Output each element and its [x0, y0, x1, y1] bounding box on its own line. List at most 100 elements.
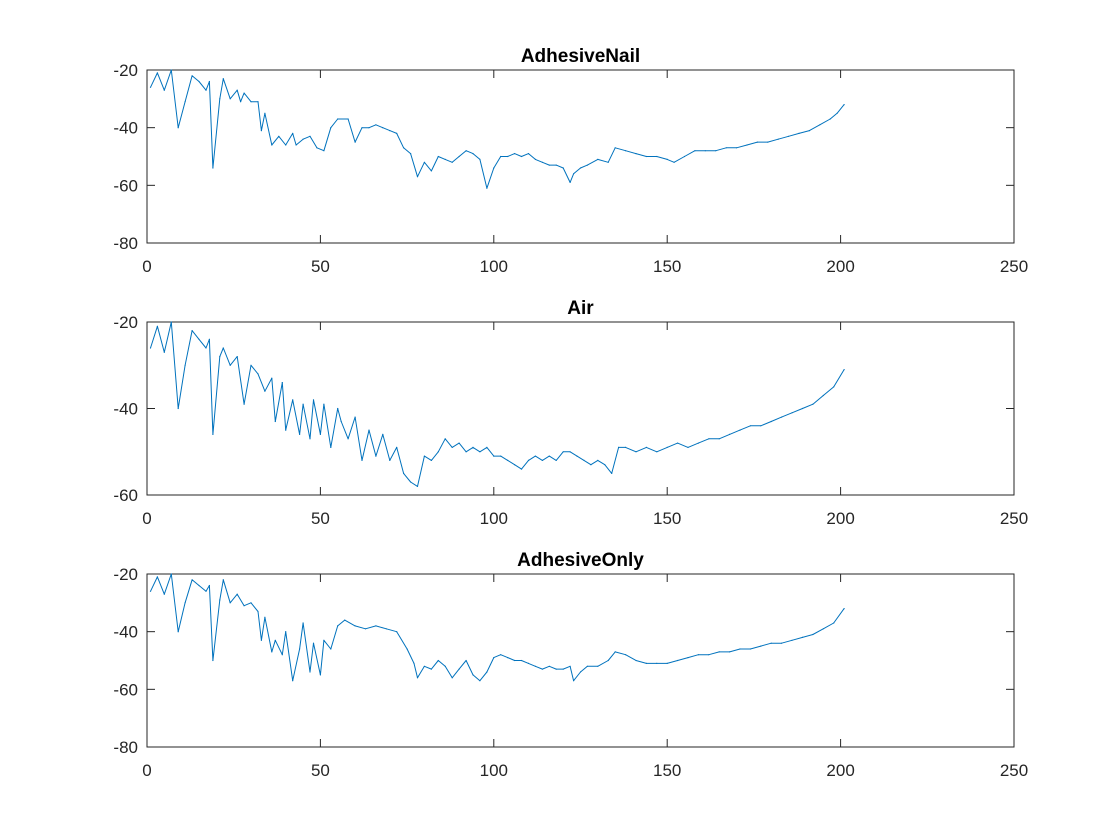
- data-point: [801, 636, 804, 639]
- data-point: [527, 153, 530, 155]
- data-point: [257, 373, 259, 375]
- data-point: [354, 625, 356, 627]
- data-point: [236, 89, 238, 91]
- data-point: [573, 680, 575, 682]
- data-point: [586, 164, 589, 166]
- data-point: [309, 438, 311, 440]
- data-point: [656, 451, 658, 453]
- data-point: [555, 668, 557, 670]
- data-point: [302, 622, 304, 624]
- data-point: [555, 164, 557, 166]
- data-point: [260, 639, 262, 641]
- data-point: [534, 158, 537, 160]
- data-point: [760, 425, 762, 427]
- data-point: [579, 167, 582, 169]
- data-point: [729, 433, 731, 435]
- data-point: [354, 416, 356, 418]
- data-point: [368, 127, 370, 129]
- data-point: [514, 659, 516, 662]
- data-point: [704, 150, 706, 152]
- data-point: [514, 464, 516, 466]
- data-point: [569, 665, 571, 667]
- data-point: [756, 141, 759, 143]
- data-point: [410, 481, 412, 483]
- data-point: [635, 153, 637, 155]
- data-point: [285, 144, 287, 146]
- data-point: [520, 659, 523, 662]
- data-point: [791, 639, 793, 641]
- data-point: [708, 654, 710, 656]
- data-point: [281, 382, 283, 384]
- series-line: [150, 573, 845, 682]
- data-point: [423, 665, 425, 667]
- y-tick-label: -40: [113, 400, 138, 419]
- data-point: [666, 158, 668, 160]
- data-point: [739, 648, 741, 650]
- data-point: [229, 364, 231, 366]
- data-point: [264, 390, 266, 392]
- data-point: [625, 150, 627, 152]
- data-point: [569, 451, 571, 453]
- data-point: [344, 619, 346, 621]
- data-point: [573, 173, 575, 175]
- data-point: [222, 347, 224, 349]
- data-point: [361, 459, 363, 461]
- data-point: [416, 485, 419, 487]
- data-point: [451, 446, 453, 448]
- data-point: [500, 155, 502, 158]
- x-tick-label: 250: [1000, 761, 1028, 780]
- series-line: [150, 321, 845, 487]
- data-point: [611, 472, 613, 474]
- data-point: [264, 112, 266, 114]
- x-tick-label: 200: [826, 509, 854, 528]
- data-point: [562, 451, 564, 453]
- data-point: [337, 118, 339, 120]
- x-tick-label: 100: [480, 509, 508, 528]
- data-point: [833, 622, 835, 624]
- data-point: [614, 147, 616, 149]
- data-point: [198, 338, 200, 340]
- data-point: [184, 364, 186, 366]
- data-point: [330, 648, 332, 650]
- data-point: [389, 459, 391, 461]
- data-point: [465, 659, 467, 662]
- data-point: [625, 446, 627, 448]
- data-point: [375, 124, 377, 126]
- data-point: [822, 394, 824, 397]
- data-point: [597, 158, 599, 160]
- data-point: [163, 89, 165, 91]
- data-point: [410, 153, 412, 155]
- data-point: [281, 654, 283, 656]
- x-tick-label: 50: [311, 761, 330, 780]
- data-point: [579, 671, 582, 673]
- y-tick-label: -40: [113, 623, 138, 642]
- plot-title: AdhesiveOnly: [517, 550, 644, 571]
- plot-area-frame: [146, 321, 1015, 496]
- data-point: [385, 628, 387, 630]
- plot-area-frame: [146, 69, 1015, 244]
- data-point: [156, 576, 158, 578]
- data-point: [368, 429, 370, 431]
- data-point: [205, 89, 207, 91]
- data-point: [337, 407, 339, 410]
- data-point: [555, 459, 557, 461]
- y-tick-label: -60: [113, 680, 138, 699]
- data-point: [430, 459, 432, 461]
- data-point: [843, 369, 845, 371]
- y-tick-label: -80: [113, 234, 138, 253]
- x-tick-label: 50: [311, 257, 330, 276]
- data-point: [430, 170, 432, 172]
- data-point: [541, 459, 544, 461]
- data-point: [416, 677, 419, 679]
- data-point: [323, 639, 325, 641]
- data-point: [299, 648, 301, 650]
- data-point: [541, 161, 544, 163]
- data-point: [607, 161, 609, 163]
- data-point: [212, 167, 214, 169]
- data-point: [583, 459, 585, 461]
- data-point: [666, 662, 668, 665]
- data-point: [278, 135, 280, 137]
- data-point: [458, 155, 460, 158]
- data-point: [406, 648, 408, 650]
